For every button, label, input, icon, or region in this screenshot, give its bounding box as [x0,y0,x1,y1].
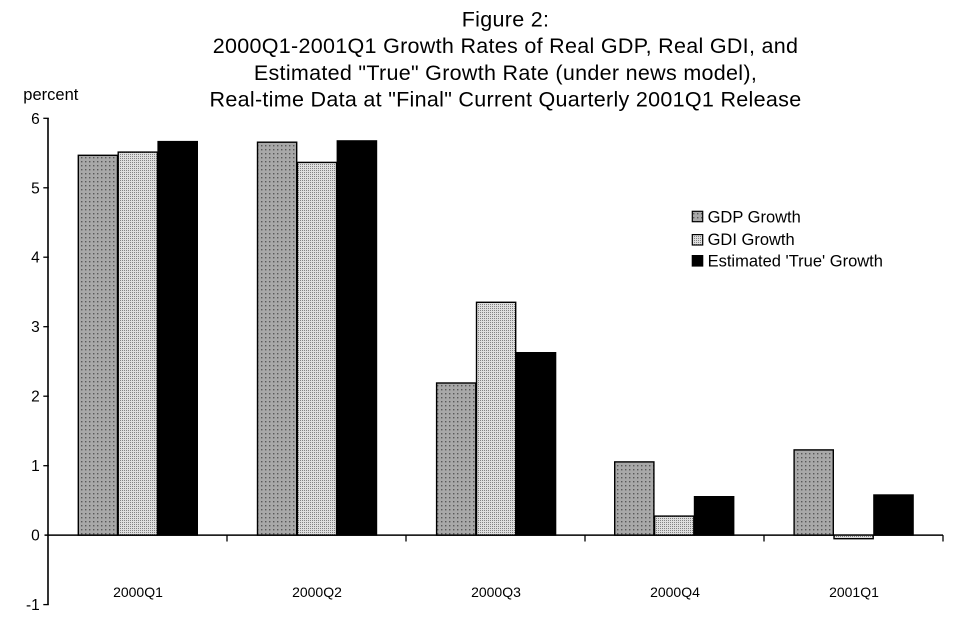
svg-text:3: 3 [31,319,40,336]
svg-text:0: 0 [31,528,40,545]
svg-text:-1: -1 [26,597,40,614]
svg-text:2000Q4: 2000Q4 [650,584,700,600]
svg-text:2000Q2: 2000Q2 [292,584,342,600]
svg-text:GDP Growth: GDP Growth [708,209,801,227]
svg-text:2: 2 [31,389,40,406]
svg-text:2000Q1: 2000Q1 [113,584,163,600]
svg-text:2000Q3: 2000Q3 [471,584,521,600]
svg-text:4: 4 [31,250,40,267]
svg-text:2000Q1-2001Q1 Growth Rates of: 2000Q1-2001Q1 Growth Rates of Real GDP, … [213,34,799,58]
svg-text:5: 5 [31,180,40,197]
svg-text:Real-time Data at "Final" Curr: Real-time Data at "Final" Current Quarte… [210,87,802,111]
svg-text:percent: percent [23,86,78,104]
svg-text:1: 1 [31,458,40,475]
svg-text:Estimated 'True' Growth: Estimated 'True' Growth [708,253,883,271]
svg-text:GDI Growth: GDI Growth [708,231,795,249]
svg-text:Estimated "True" Growth Rate (: Estimated "True" Growth Rate (under news… [254,61,757,85]
svg-text:2001Q1: 2001Q1 [829,584,879,600]
svg-text:Figure 2:: Figure 2: [462,8,550,32]
svg-text:6: 6 [31,111,40,128]
